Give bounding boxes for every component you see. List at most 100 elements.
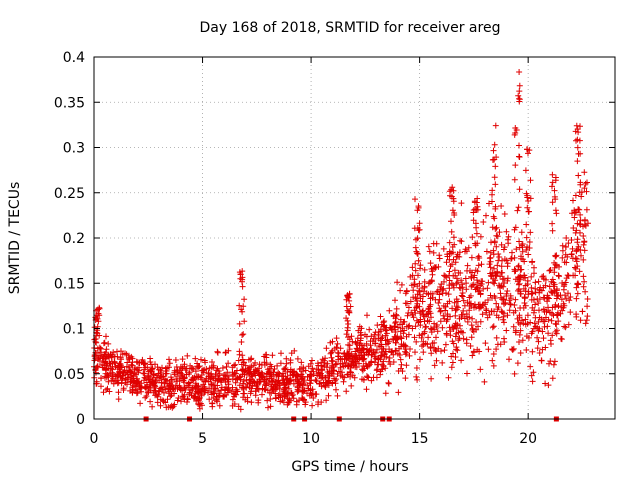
data-point: [568, 251, 575, 258]
y-tick-label: 0.1: [63, 322, 85, 338]
data-point: [403, 288, 410, 295]
data-point: [552, 252, 559, 259]
data-point: [105, 378, 112, 385]
data-point: [525, 251, 532, 258]
data-point: [339, 369, 345, 376]
data-point: [522, 302, 529, 309]
data-point: [558, 296, 565, 303]
data-point: [397, 328, 404, 335]
data-point: [458, 328, 464, 335]
data-point: [367, 338, 374, 345]
data-point: [488, 239, 494, 246]
data-point: [282, 365, 289, 371]
data-point: [247, 376, 254, 383]
data-point: [295, 380, 302, 387]
data-point: [473, 230, 480, 237]
data-point: [504, 312, 511, 319]
data-point: [192, 384, 199, 391]
data-point: [320, 379, 327, 386]
data-point: [577, 179, 584, 186]
data-point: [523, 234, 530, 241]
data-point: [477, 233, 484, 240]
data-point: [421, 313, 428, 320]
data-point: [141, 366, 148, 373]
data-point: [205, 378, 212, 385]
data-point: [409, 264, 416, 271]
data-point: [406, 352, 413, 359]
data-point: [529, 348, 536, 355]
data-point: [114, 353, 121, 360]
data-point: [387, 324, 394, 331]
data-point: [335, 368, 342, 375]
data-point: [188, 376, 195, 383]
data-point: [379, 334, 386, 341]
data-point: [522, 316, 529, 323]
data-point: [366, 326, 373, 333]
data-point: [364, 373, 370, 380]
data-point: [115, 373, 121, 380]
data-point: [360, 376, 367, 383]
data-point: [512, 162, 519, 169]
data-point: [323, 345, 330, 352]
data-point: [253, 380, 260, 387]
data-point: [196, 363, 203, 370]
data-point: [514, 360, 521, 367]
data-point: [484, 285, 491, 292]
data-point: [102, 349, 109, 356]
data-point: [478, 261, 485, 268]
data-point: [535, 278, 542, 285]
data-point: [489, 324, 496, 331]
data-point: [389, 348, 396, 355]
data-point: [496, 254, 503, 260]
data-point: [421, 328, 428, 335]
data-point: [407, 298, 414, 305]
data-point: [549, 199, 556, 206]
data-point: [464, 318, 471, 325]
data-point: [271, 366, 278, 372]
data-point: [334, 392, 341, 399]
data-point: [516, 312, 523, 319]
data-point: [540, 294, 547, 301]
data-point: [299, 396, 306, 403]
data-point: [532, 301, 539, 308]
data-point: [584, 179, 590, 186]
data-point: [137, 385, 144, 392]
data-point: [411, 334, 418, 341]
data-point: [263, 380, 270, 387]
data-point: [504, 263, 511, 270]
data-point: [196, 405, 203, 412]
data-point: [551, 193, 558, 200]
data-point: [576, 268, 583, 275]
data-point: [310, 368, 317, 375]
data-point: [427, 344, 434, 350]
data-point: [392, 297, 398, 304]
data-point: [458, 200, 465, 207]
data-point: [239, 283, 246, 290]
data-point: [161, 383, 168, 390]
data-point: [184, 395, 191, 402]
data-point: [448, 280, 455, 287]
data-point: [277, 360, 284, 367]
data-point: [416, 220, 423, 227]
data-point: [470, 348, 477, 355]
data-point: [294, 355, 301, 362]
data-point: [398, 281, 405, 288]
data-point: [486, 261, 493, 268]
data-point: [405, 310, 412, 316]
data-point: [492, 270, 499, 277]
data-point: [107, 351, 114, 358]
data-point: [518, 255, 525, 262]
data-point: [491, 265, 497, 272]
data-point: [402, 375, 409, 382]
data-point: [173, 364, 180, 370]
data-point: [404, 300, 410, 307]
x-tick-label: 20: [519, 431, 537, 447]
data-point: [535, 338, 542, 345]
data-point: [293, 372, 300, 379]
data-point: [563, 259, 570, 266]
data-point: [461, 315, 468, 322]
data-point: [531, 264, 537, 271]
data-point: [516, 142, 522, 149]
data-point: [232, 379, 239, 386]
